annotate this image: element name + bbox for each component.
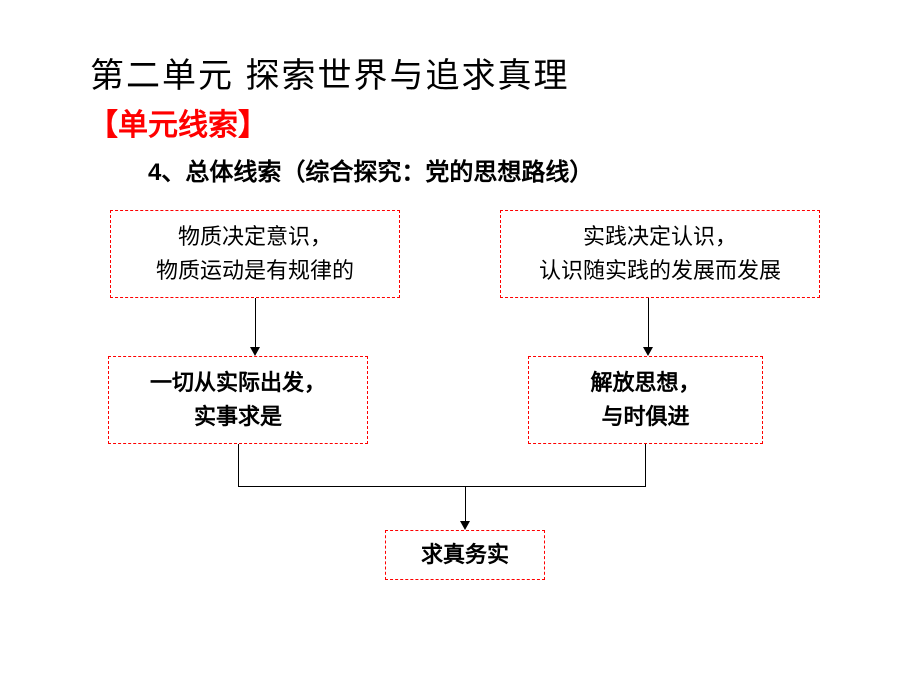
connector-ml-down (238, 444, 239, 486)
connector-center-down (465, 486, 466, 521)
box-mid-right: 解放思想， 与时俱进 (528, 356, 763, 444)
box-mid-right-line2: 与时俱进 (601, 400, 689, 434)
page-subtitle: 【单元线索】 (88, 100, 268, 144)
box-mid-left: 一切从实际出发， 实事求是 (108, 356, 368, 444)
arrow-tr-mr (648, 298, 649, 347)
arrow-head-bottom (460, 521, 470, 530)
slide: 第二单元 探索世界与追求真理 【单元线索】 4、总体线索（综合探究：党的思想路线… (0, 0, 920, 690)
arrow-head-tl-ml (250, 347, 260, 356)
box-mid-left-line1: 一切从实际出发， (150, 366, 326, 400)
page-title: 第二单元 探索世界与追求真理 (90, 48, 569, 97)
box-top-left-line1: 物质决定意识， (178, 220, 332, 254)
box-bottom-text: 求真务实 (421, 538, 509, 572)
box-top-right-line1: 实践决定认识， (583, 220, 737, 254)
box-mid-right-line1: 解放思想， (590, 366, 700, 400)
box-top-right-line2: 认识随实践的发展而发展 (539, 254, 781, 288)
arrow-tl-ml (255, 298, 256, 347)
box-top-left-line2: 物质运动是有规律的 (156, 254, 354, 288)
box-top-right: 实践决定认识， 认识随实践的发展而发展 (500, 210, 820, 298)
box-top-left: 物质决定意识， 物质运动是有规律的 (110, 210, 400, 298)
box-bottom: 求真务实 (385, 530, 545, 580)
section-heading: 4、总体线索（综合探究：党的思想路线） (148, 152, 593, 187)
connector-horizontal (238, 486, 646, 487)
box-mid-left-line2: 实事求是 (194, 400, 282, 434)
connector-mr-down (645, 444, 646, 486)
arrow-head-tr-mr (643, 347, 653, 356)
